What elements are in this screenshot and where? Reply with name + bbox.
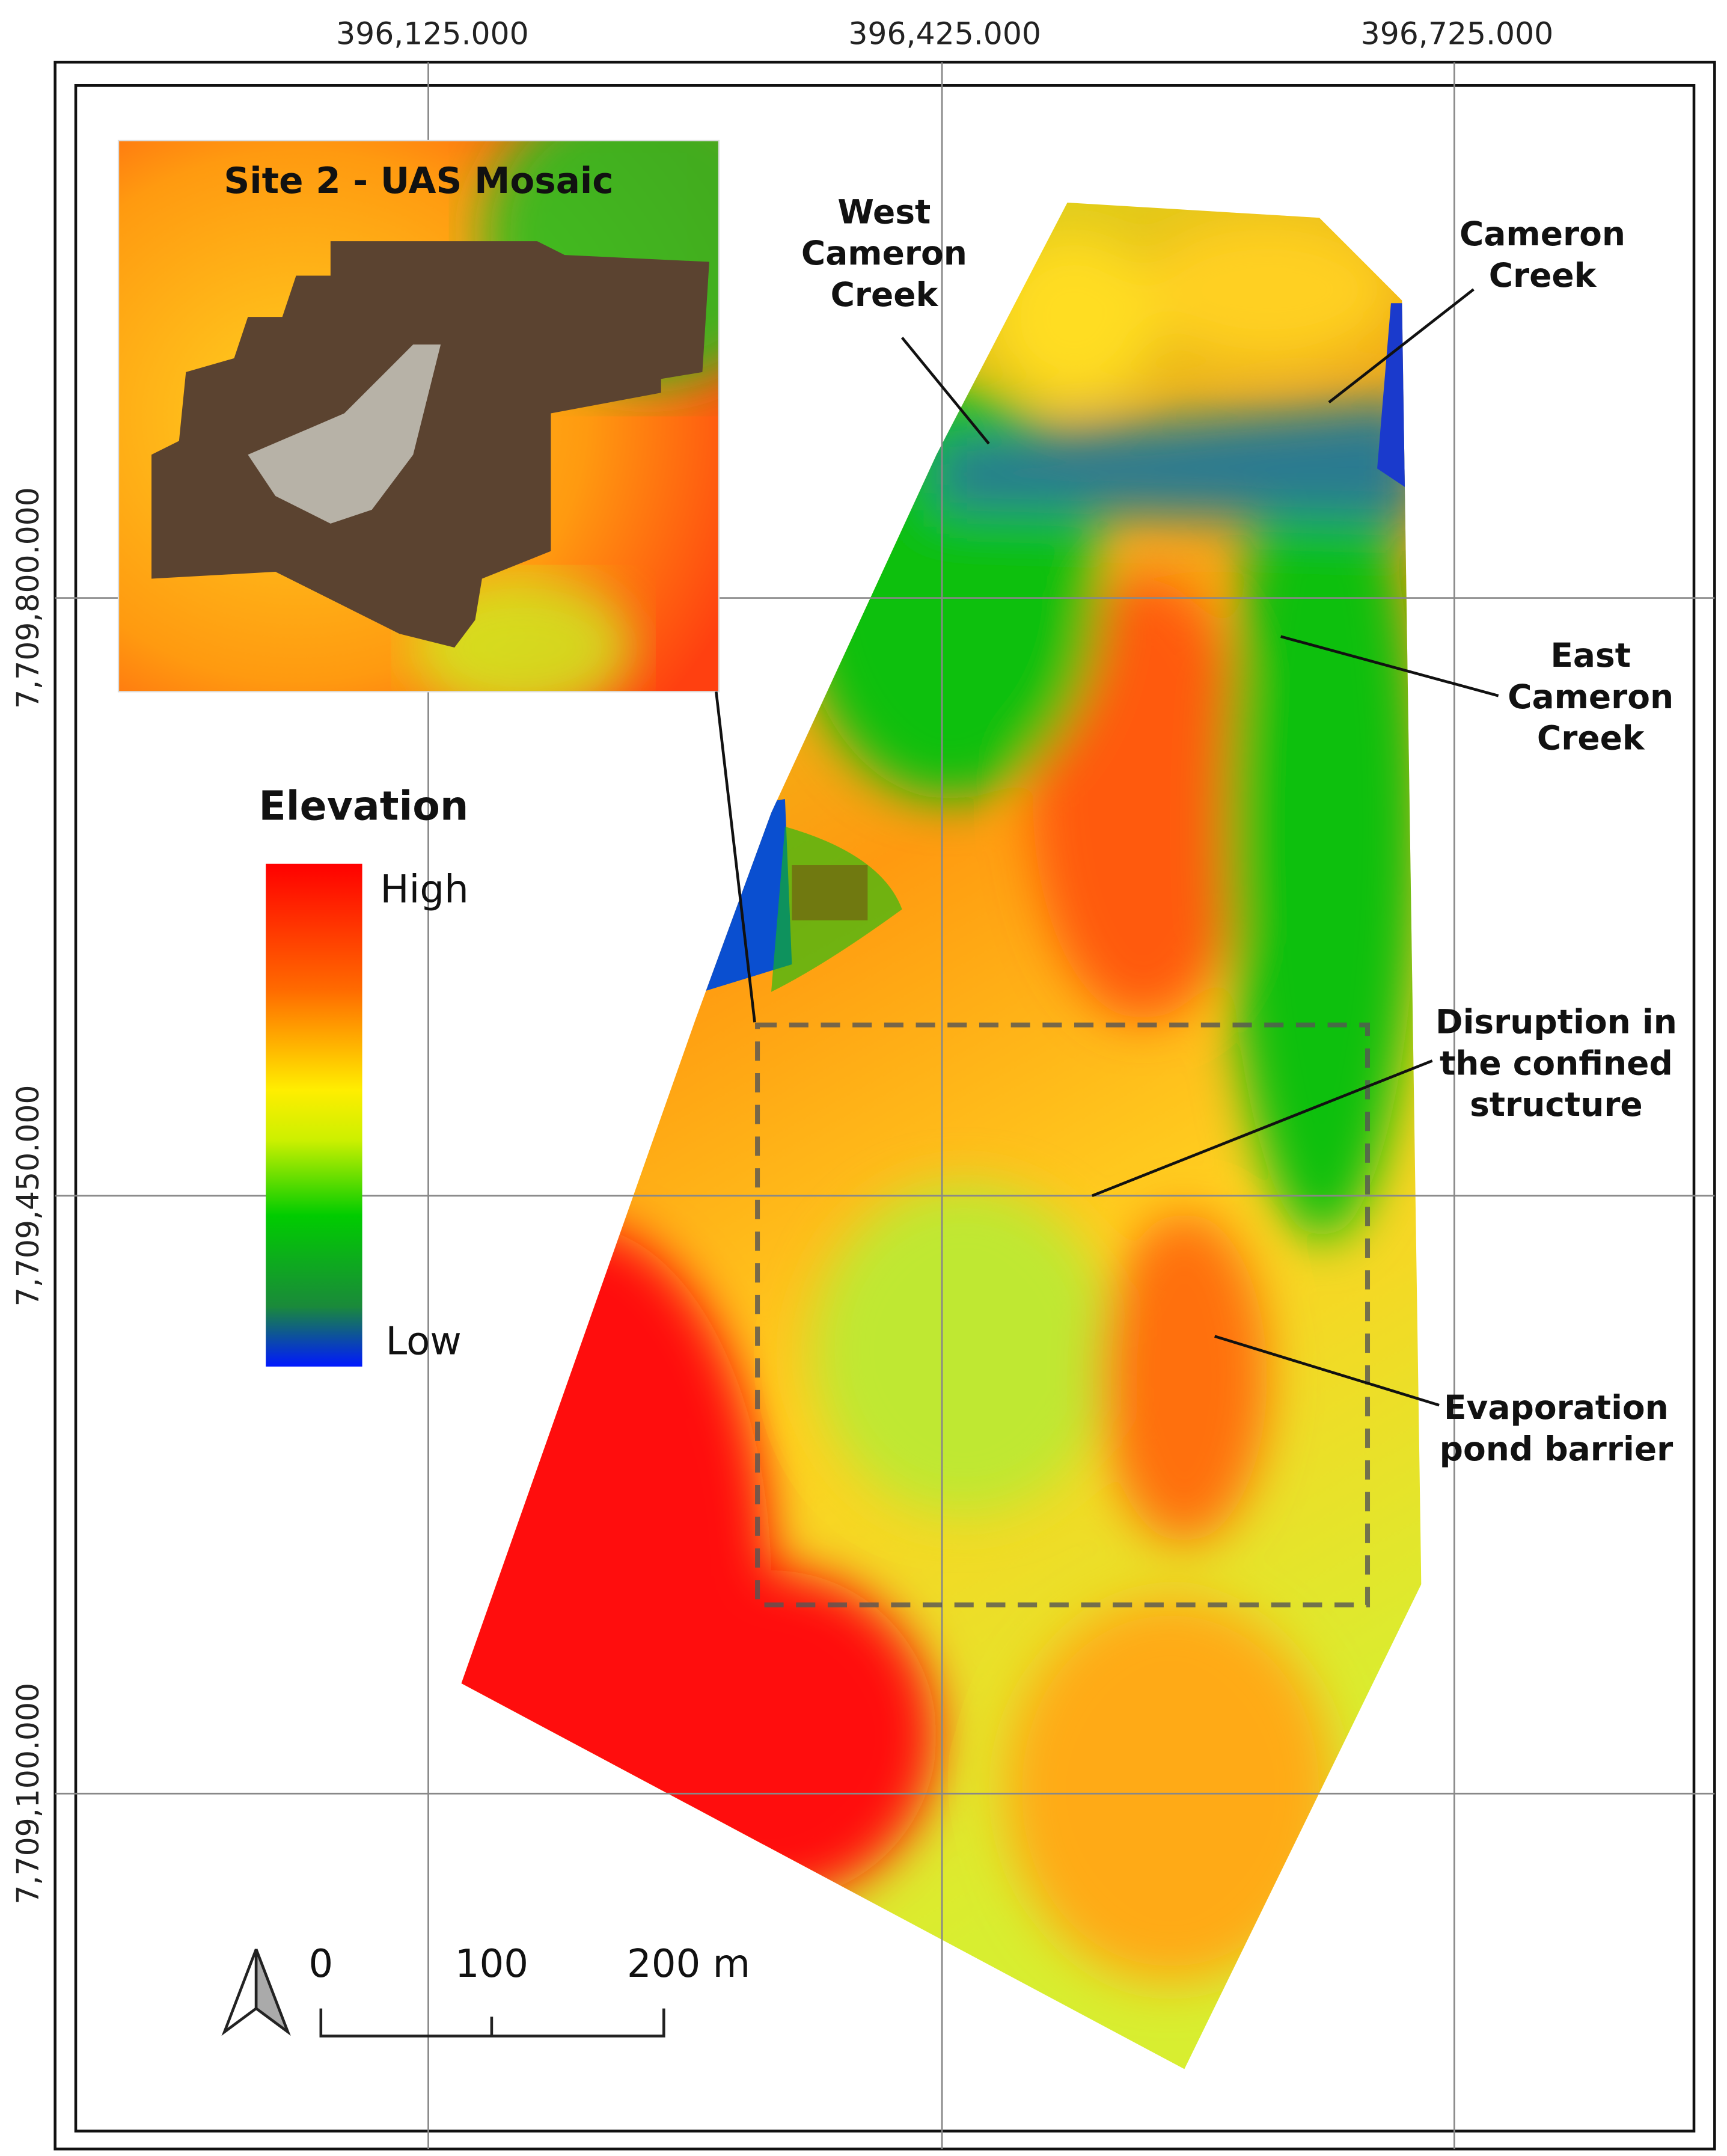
focus-area [755, 1022, 1371, 1608]
x-coordinate: 396,425.000 [848, 16, 1041, 52]
annotation: Cameron [1508, 678, 1674, 716]
scale-bar [319, 2008, 665, 2038]
legend-label: High [380, 867, 468, 912]
leader-line [1328, 288, 1475, 404]
legend-title: Elevation [258, 782, 468, 829]
north-arrow [221, 1949, 291, 2036]
leader-line [1280, 635, 1499, 697]
inner-frame [74, 84, 1696, 2133]
annotation: pond barrier [1440, 1430, 1674, 1468]
annotation: Creek [1537, 719, 1645, 758]
inset-title: Site 2 - UAS Mosaic [224, 161, 613, 202]
scale-label: 200 m [627, 1941, 750, 1986]
annotation: the confined [1440, 1044, 1673, 1082]
outer-frame [53, 61, 1716, 2151]
leader-line [715, 691, 756, 1023]
x-coordinate: 396,125.000 [336, 16, 529, 52]
leader-line [1091, 1059, 1433, 1198]
scale-label: 100 [455, 1941, 528, 1986]
legend-ramp [266, 863, 362, 1367]
annotation: Cameron [1460, 215, 1625, 253]
y-coordinate: 7,709,450.000 [10, 1085, 46, 1307]
annotation: Creek [831, 275, 939, 314]
annotation: Evaporation [1444, 1388, 1669, 1427]
y-coordinate: 7,709,800.000 [10, 487, 46, 709]
annotation: structure [1470, 1085, 1643, 1124]
annotations: WestCameronCreekCameronCreekEastCameronC… [801, 192, 1677, 1468]
legend-label: Low [385, 1318, 461, 1364]
y-coordinate: 7,709,100.000 [10, 1683, 46, 1905]
annotation: Creek [1489, 256, 1597, 295]
inset [117, 139, 720, 693]
annotation: Cameron [801, 234, 967, 272]
scale-label: 0 [308, 1941, 333, 1986]
annotation: West [837, 192, 931, 231]
x-coordinate: 396,725.000 [1361, 16, 1554, 52]
annotation: East [1550, 636, 1631, 675]
annotation: Disruption in [1435, 1003, 1677, 1041]
leader-line [1214, 1335, 1440, 1407]
leader-line [900, 337, 990, 445]
